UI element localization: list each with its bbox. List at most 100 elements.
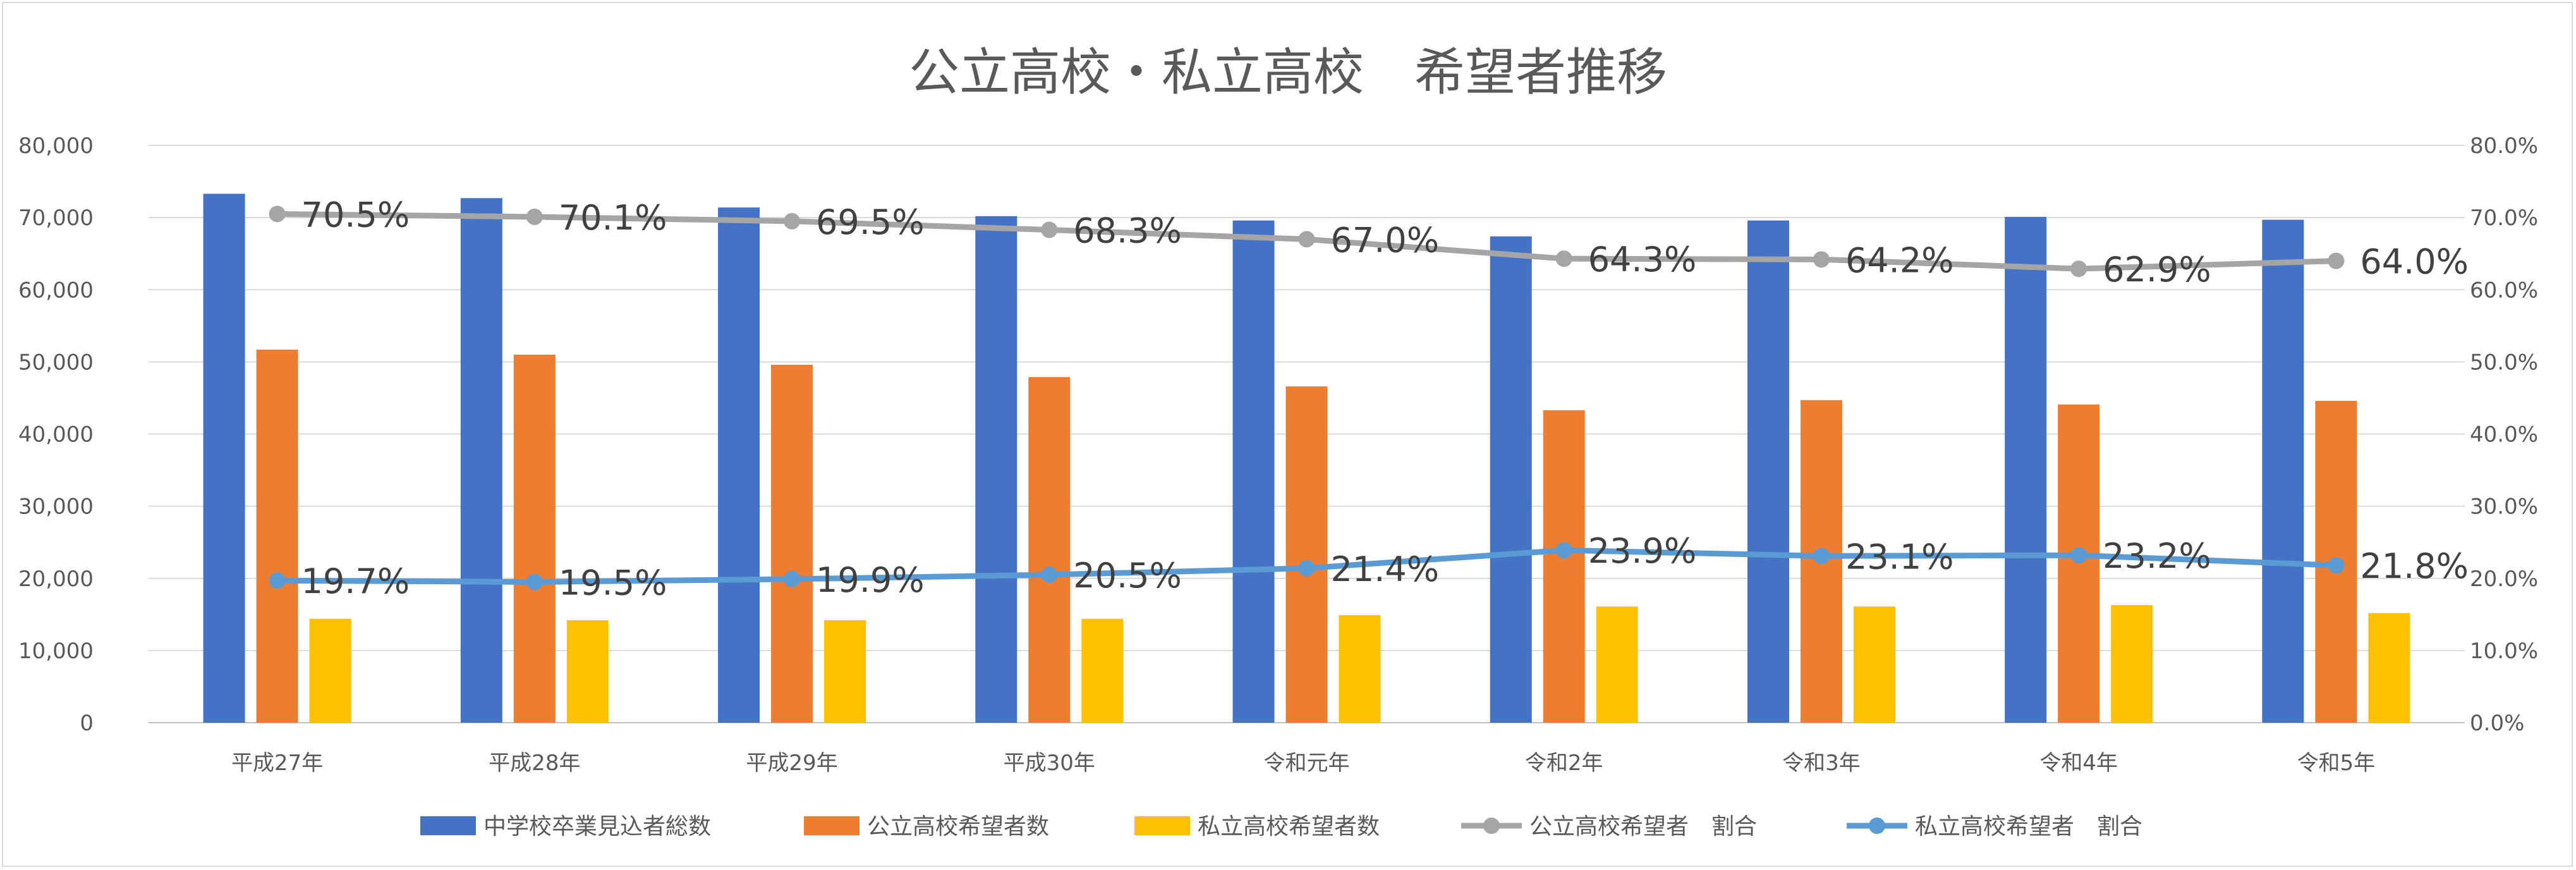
left-tick-label: 10,000 xyxy=(18,639,94,664)
line-marker xyxy=(269,205,286,223)
line-marker xyxy=(1813,251,1830,268)
bar xyxy=(1490,236,1532,723)
right-tick-label: 30.0% xyxy=(2470,494,2538,520)
data-label: 64.0% xyxy=(2360,242,2469,282)
line-marker xyxy=(269,572,286,589)
legend-swatch xyxy=(1134,816,1190,835)
bar xyxy=(256,349,298,723)
line-marker xyxy=(1813,548,1830,565)
legend-label: 公立高校希望者数 xyxy=(867,814,1049,840)
bar xyxy=(1596,606,1638,723)
left-axis: 0 10,000 20,000 30,000 40,000 50,000 60,000 70,… xyxy=(18,133,94,736)
bar xyxy=(718,207,760,723)
line-layer: 70.5% 70.1% 69.5% 68.3% 67.0% 64.3% 64.2% 62.9%… xyxy=(269,195,2469,603)
bar xyxy=(824,620,866,723)
left-tick-label: 50,000 xyxy=(18,350,94,375)
legend-label: 私立高校希望者 割合 xyxy=(1915,814,2142,840)
data-label: 64.2% xyxy=(1845,240,1954,280)
data-label: 23.2% xyxy=(2103,536,2211,576)
legend-label: 私立高校希望者数 xyxy=(1198,814,1380,840)
bar xyxy=(309,618,351,723)
right-tick-label: 10.0% xyxy=(2470,639,2538,664)
right-axis: 0.0% 10.0% 20.0% 30.0% 40.0% 50.0% 60.0% 70.0% 8… xyxy=(2470,133,2538,736)
legend-marker xyxy=(1869,818,1885,834)
legend-marker xyxy=(1483,818,1500,834)
right-tick-label: 0.0% xyxy=(2470,711,2524,736)
data-label: 68.3% xyxy=(1073,211,1182,251)
right-tick-label: 40.0% xyxy=(2470,422,2538,448)
data-label: 21.4% xyxy=(1331,549,1440,589)
bar xyxy=(513,354,556,723)
bar xyxy=(2368,613,2410,723)
line-marker xyxy=(784,570,801,587)
bar xyxy=(566,620,609,723)
bar xyxy=(203,193,245,723)
data-label: 69.5% xyxy=(816,202,925,242)
line-marker xyxy=(1555,250,1572,267)
line-marker xyxy=(1555,542,1572,559)
category-label: 平成28年 xyxy=(489,751,580,776)
legend-swatch xyxy=(804,816,860,835)
category-label: 令和4年 xyxy=(2039,751,2118,776)
data-label: 20.5% xyxy=(1073,556,1182,596)
line-marker xyxy=(526,208,543,225)
left-tick-label: 70,000 xyxy=(18,205,94,231)
category-axis: 平成27年 平成28年 平成29年 平成30年 令和元年 令和2年 令和3年 令和4年 令和5年 xyxy=(231,751,2375,776)
right-tick-label: 70.0% xyxy=(2470,205,2538,231)
bar xyxy=(1747,220,1789,723)
category-label: 令和2年 xyxy=(1525,751,1603,776)
left-tick-label: 0 xyxy=(80,711,94,736)
bar xyxy=(2058,404,2100,723)
line-marker xyxy=(2328,557,2345,574)
line-marker xyxy=(1298,231,1315,248)
bar xyxy=(1285,386,1328,723)
left-tick-label: 60,000 xyxy=(18,278,94,303)
bar xyxy=(1853,606,1895,723)
bar xyxy=(771,364,813,723)
line-marker xyxy=(2070,260,2087,278)
bar xyxy=(2262,219,2304,723)
bar xyxy=(1081,618,1124,723)
left-tick-label: 30,000 xyxy=(18,494,94,520)
legend-swatch xyxy=(420,816,476,835)
legend-label: 中学校卒業見込者総数 xyxy=(483,814,711,840)
category-label: 令和5年 xyxy=(2297,751,2376,776)
left-tick-label: 20,000 xyxy=(18,567,94,592)
bar xyxy=(975,216,1018,723)
bar-layer xyxy=(203,193,2410,723)
data-label: 64.3% xyxy=(1588,240,1697,279)
category-label: 平成27年 xyxy=(231,751,323,776)
bar xyxy=(1543,410,1585,723)
left-tick-label: 40,000 xyxy=(18,422,94,448)
data-label: 70.5% xyxy=(301,195,410,235)
category-label: 令和元年 xyxy=(1264,751,1350,776)
right-tick-label: 60.0% xyxy=(2470,278,2538,303)
category-label: 平成30年 xyxy=(1004,751,1095,776)
line-marker xyxy=(784,212,801,230)
line-marker xyxy=(2070,547,2087,564)
bar xyxy=(460,198,502,723)
data-label: 67.0% xyxy=(1331,220,1440,260)
data-label: 62.9% xyxy=(2103,250,2211,290)
data-label: 70.1% xyxy=(559,198,667,238)
line-marker xyxy=(1298,560,1315,577)
left-tick-label: 80,000 xyxy=(18,133,94,159)
bar xyxy=(1028,377,1071,723)
category-label: 令和3年 xyxy=(1782,751,1861,776)
legend-label: 公立高校希望者 割合 xyxy=(1529,814,1757,840)
data-label: 23.1% xyxy=(1845,537,1954,577)
line-marker xyxy=(1041,567,1058,584)
bar xyxy=(1339,615,1381,723)
line-marker xyxy=(1041,221,1058,238)
data-label: 23.9% xyxy=(1588,531,1697,571)
bar xyxy=(1232,220,1275,723)
data-label: 19.5% xyxy=(559,563,667,603)
category-label: 平成29年 xyxy=(746,751,837,776)
bar xyxy=(2005,216,2047,723)
line-marker xyxy=(2328,252,2345,269)
right-tick-label: 80.0% xyxy=(2470,133,2538,159)
chart-title: 公立高校・私立高校 希望者推移 xyxy=(909,43,1667,102)
bar xyxy=(2111,604,2153,723)
right-tick-label: 20.0% xyxy=(2470,567,2538,592)
